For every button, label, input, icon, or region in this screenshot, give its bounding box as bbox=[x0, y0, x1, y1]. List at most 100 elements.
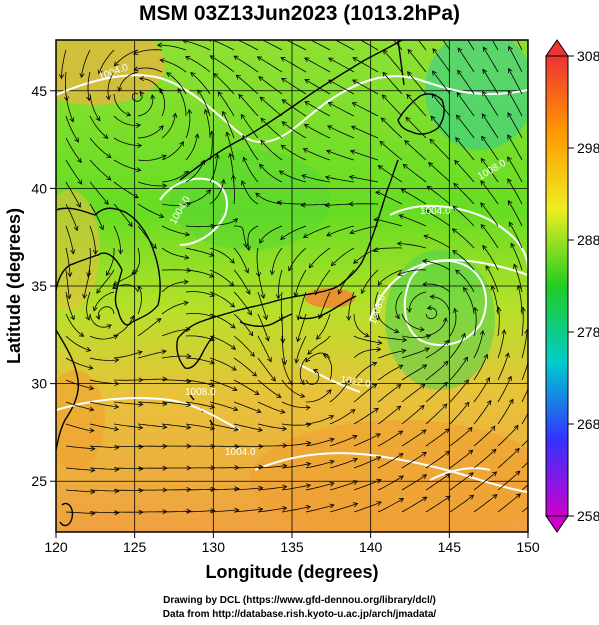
streamline bbox=[281, 401, 310, 409]
streamline bbox=[81, 49, 91, 78]
streamline-arrow bbox=[480, 180, 486, 186]
streamline bbox=[304, 101, 331, 117]
streamline bbox=[137, 154, 167, 161]
streamline-arrow bbox=[280, 57, 286, 62]
streamline bbox=[331, 247, 355, 266]
streamline-arrow bbox=[159, 58, 165, 64]
streamline-arrow bbox=[346, 315, 352, 321]
streamline bbox=[425, 495, 451, 513]
streamline-arrow bbox=[329, 437, 335, 443]
streamline bbox=[277, 201, 306, 205]
streamline bbox=[507, 112, 523, 139]
streamline-arrow bbox=[376, 346, 382, 352]
streamline bbox=[521, 439, 528, 447]
streamline bbox=[350, 150, 379, 161]
streamline bbox=[399, 214, 427, 227]
streamline bbox=[406, 94, 427, 117]
streamline-arrow bbox=[423, 234, 429, 240]
streamline-arrow bbox=[305, 405, 311, 411]
streamline bbox=[137, 286, 142, 315]
colorbar-bottom-arrow bbox=[545, 515, 569, 533]
streamline-arrow bbox=[125, 111, 132, 117]
streamline bbox=[89, 357, 119, 361]
streamline-arrow bbox=[304, 79, 310, 84]
streamline-arrow bbox=[240, 180, 246, 186]
streamline bbox=[449, 333, 466, 359]
streamline-arrow bbox=[375, 190, 381, 196]
streamline bbox=[65, 137, 82, 163]
streamline bbox=[497, 448, 520, 469]
streamline bbox=[89, 137, 112, 158]
streamline bbox=[405, 117, 427, 139]
streamline bbox=[213, 73, 235, 95]
streamline bbox=[217, 91, 235, 117]
streamline bbox=[425, 403, 448, 425]
streamline-arrow bbox=[327, 102, 334, 107]
streamline-arrow bbox=[373, 247, 379, 252]
streamline-arrow bbox=[73, 225, 79, 232]
streamline bbox=[353, 247, 379, 264]
streamline bbox=[113, 115, 141, 126]
streamline-arrow bbox=[79, 332, 85, 337]
streamline bbox=[89, 423, 119, 430]
streamline bbox=[233, 379, 260, 395]
streamline bbox=[432, 70, 451, 95]
streamline bbox=[137, 225, 157, 249]
streamline-arrow bbox=[397, 271, 403, 276]
streamline bbox=[89, 159, 112, 181]
streamline-arrow bbox=[351, 102, 358, 107]
streamline-arrow bbox=[352, 502, 359, 508]
streamline-arrow bbox=[209, 359, 215, 365]
streamline-arrow bbox=[88, 365, 94, 370]
streamline-arrow bbox=[455, 114, 461, 120]
streamline-arrow bbox=[328, 415, 335, 420]
streamline-arrow bbox=[407, 48, 413, 55]
streamline-arrow bbox=[166, 72, 172, 78]
streamline bbox=[137, 401, 167, 405]
streamline bbox=[425, 450, 450, 469]
streamline-arrow bbox=[312, 368, 319, 374]
streamline-arrow bbox=[424, 210, 431, 215]
streamline-arrow bbox=[507, 178, 512, 184]
streamline-arrow bbox=[106, 153, 112, 159]
streamline-arrow bbox=[245, 245, 251, 252]
streamline-arrow bbox=[458, 26, 462, 31]
streamline bbox=[177, 88, 187, 117]
streamline-arrow bbox=[89, 406, 95, 412]
streamline-arrow bbox=[328, 57, 334, 63]
streamline bbox=[233, 466, 263, 469]
streamline-arrow bbox=[538, 448, 542, 452]
streamline bbox=[65, 313, 84, 337]
streamline bbox=[294, 269, 307, 297]
streamline-arrow bbox=[267, 357, 272, 363]
streamline-arrow bbox=[337, 289, 343, 295]
streamline bbox=[113, 489, 143, 491]
streamline bbox=[481, 113, 499, 139]
streamline bbox=[113, 467, 143, 470]
streamline-arrow bbox=[113, 334, 119, 340]
streamline-arrow bbox=[327, 125, 333, 131]
streamline bbox=[89, 225, 96, 255]
streamline-arrow bbox=[232, 386, 238, 391]
streamline-arrow bbox=[117, 86, 123, 92]
streamline-arrow bbox=[422, 281, 428, 287]
streamline-arrow bbox=[426, 185, 432, 191]
streamline-arrow bbox=[288, 379, 293, 386]
y-axis-ticks: 25 30 35 40 45 bbox=[31, 83, 56, 489]
streamline-arrow bbox=[444, 450, 451, 456]
streamline-arrow bbox=[314, 290, 320, 296]
x-tick-label: 135 bbox=[280, 539, 304, 555]
streamline bbox=[182, 40, 211, 51]
streamline-arrow bbox=[114, 357, 120, 363]
streamline-arrow bbox=[111, 284, 118, 290]
streamline-arrow bbox=[376, 501, 382, 506]
streamline-arrow bbox=[254, 390, 260, 395]
streamline bbox=[281, 506, 311, 513]
streamline-arrow bbox=[138, 424, 144, 430]
streamline bbox=[329, 458, 358, 469]
streamline bbox=[197, 89, 211, 117]
streamline-arrow bbox=[209, 404, 216, 409]
streamline bbox=[240, 114, 259, 139]
streamline bbox=[257, 335, 272, 362]
streamline-arrow bbox=[231, 365, 237, 371]
